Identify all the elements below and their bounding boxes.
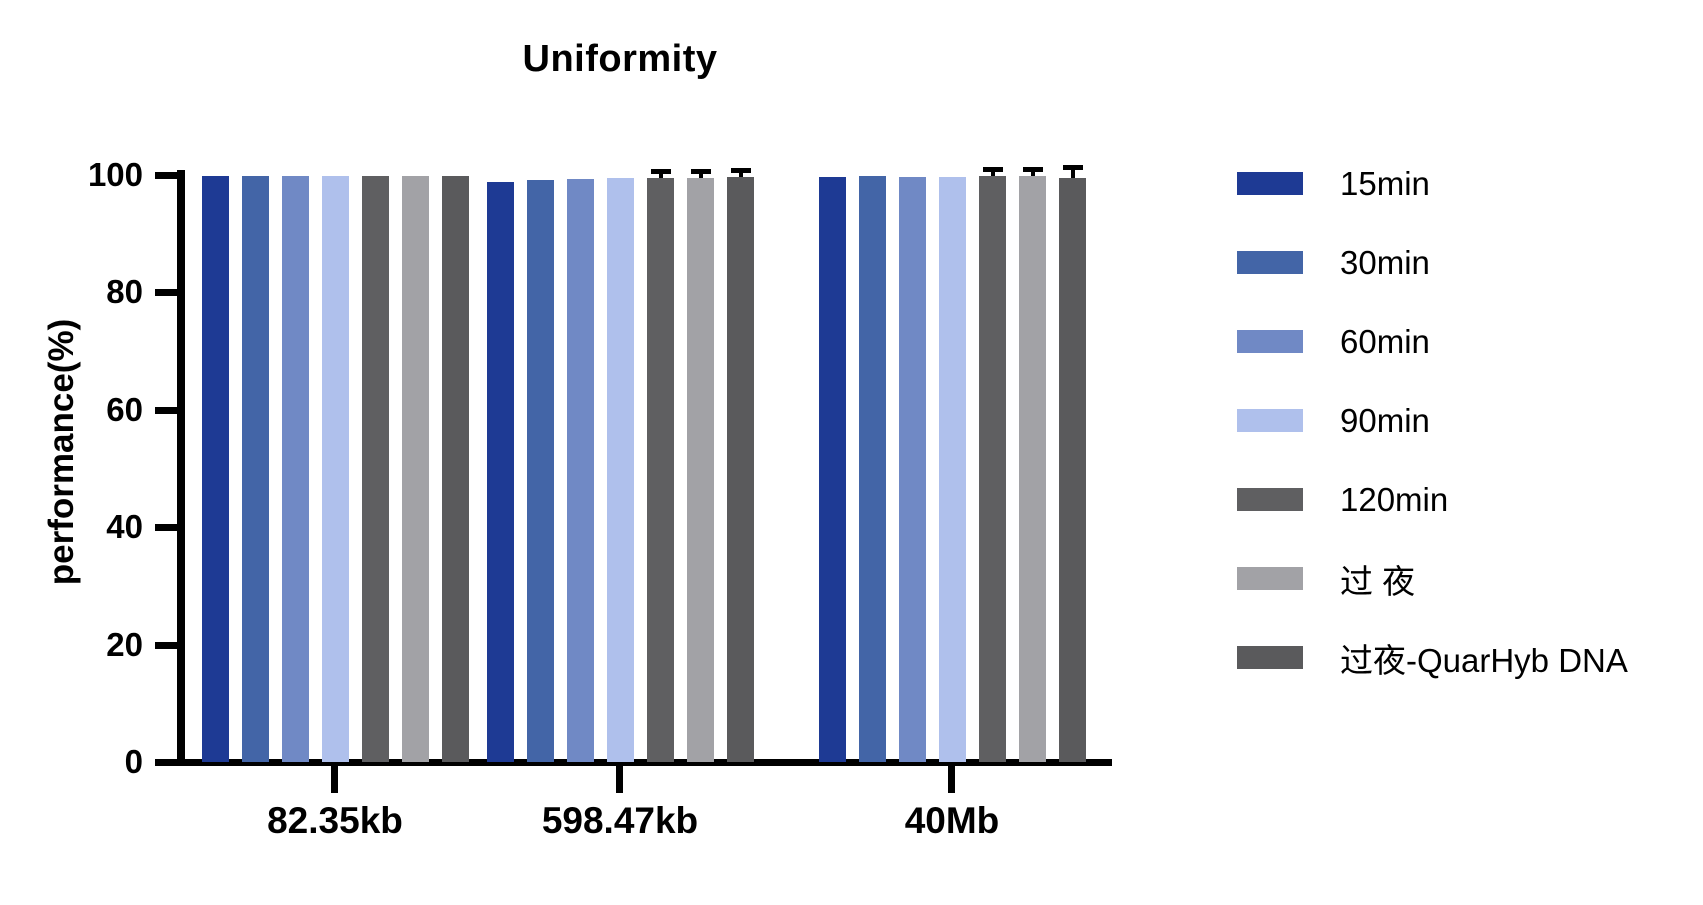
bar-120min-40Mb [979, 176, 1006, 762]
y-tick-20 [155, 642, 178, 649]
bar-15min-82.35kb [202, 176, 229, 762]
y-tick-label-20: 20 [106, 626, 143, 663]
legend-swatch [1237, 567, 1303, 590]
y-axis-line [177, 170, 185, 766]
legend-label: 过夜-QuarHyb DNA [1340, 641, 1628, 679]
error-bar-line [659, 173, 663, 178]
bar-60min-598.47kb [567, 179, 594, 762]
x-category-label: 598.47kb [541, 800, 699, 841]
error-bar-cap [691, 169, 711, 174]
y-tick-0 [155, 759, 178, 766]
bar-90min-598.47kb [607, 178, 634, 762]
legend-item-5: 过 夜 [1237, 563, 1628, 600]
x-tick-0 [331, 766, 338, 793]
bar-90min-82.35kb [322, 176, 349, 762]
bar-120min-82.35kb [362, 176, 389, 762]
x-category-label: 40Mb [904, 800, 1000, 841]
y-tick-60 [155, 407, 178, 414]
legend-swatch [1237, 409, 1303, 432]
y-tick-label-0: 0 [124, 743, 143, 780]
error-bar-cap [731, 168, 751, 173]
legend-swatch [1237, 488, 1303, 511]
bar-30min-598.47kb [527, 180, 554, 762]
x-tick-1 [616, 766, 623, 793]
legend-item-4: 120min [1237, 481, 1628, 518]
legend: 15min 30min 60min 90min 120min 过 夜过夜-QuarHyb … [1237, 165, 1628, 725]
legend-label: 15min [1340, 164, 1430, 202]
x-category-label: 82.35kb [267, 800, 403, 841]
y-tick-label-80: 80 [106, 273, 143, 310]
error-bar-cap [983, 167, 1003, 172]
error-bar-line [1031, 171, 1035, 176]
bar-15min-40Mb [819, 177, 846, 762]
bar-过夜-QuarHyb DNA-40Mb [1059, 178, 1086, 762]
error-bar-cap [651, 169, 671, 174]
legend-item-1: 30min [1237, 244, 1628, 281]
y-tick-label-40: 40 [106, 508, 143, 545]
legend-item-0: 15min [1237, 165, 1628, 202]
bar-120min-598.47kb [647, 178, 674, 762]
bar-过 夜-598.47kb [687, 178, 714, 762]
y-tick-label-100: 100 [87, 156, 143, 193]
y-tick-40 [155, 524, 178, 531]
legend-item-2: 60min [1237, 323, 1628, 360]
legend-swatch [1237, 330, 1303, 353]
bar-30min-82.35kb [242, 176, 269, 762]
legend-item-3: 90min [1237, 402, 1628, 439]
bar-60min-82.35kb [282, 176, 309, 762]
bar-15min-598.47kb [487, 182, 514, 762]
error-bar-cap [1023, 167, 1043, 172]
legend-swatch [1237, 646, 1303, 669]
error-bar-line [739, 172, 743, 177]
legend-label: 90min [1340, 401, 1430, 439]
legend-swatch [1237, 172, 1303, 195]
legend-label: 30min [1340, 243, 1430, 281]
x-tick-2 [948, 766, 955, 793]
y-tick-80 [155, 289, 178, 296]
y-axis-title: performance(%) [42, 318, 81, 586]
x-axis-line [177, 759, 1112, 766]
bar-过 夜-40Mb [1019, 176, 1046, 762]
y-tick-100 [155, 172, 178, 179]
legend-swatch [1237, 251, 1303, 274]
bar-过 夜-82.35kb [402, 176, 429, 762]
error-bar-line [699, 173, 703, 178]
bar-60min-40Mb [899, 177, 926, 762]
error-bar-cap [1063, 165, 1083, 170]
legend-label: 120min [1340, 480, 1449, 518]
legend-item-6: 过夜-QuarHyb DNA [1237, 642, 1628, 679]
chart-title: Uniformity [522, 38, 718, 80]
y-tick-label-60: 60 [106, 391, 143, 428]
bar-30min-40Mb [859, 176, 886, 762]
error-bar-line [991, 171, 995, 176]
bar-90min-40Mb [939, 177, 966, 762]
bar-过夜-QuarHyb DNA-82.35kb [442, 176, 469, 762]
error-bar-line [1071, 169, 1075, 178]
bar-过夜-QuarHyb DNA-598.47kb [727, 177, 754, 762]
legend-label: 60min [1340, 322, 1430, 360]
legend-label: 过 夜 [1340, 562, 1416, 600]
